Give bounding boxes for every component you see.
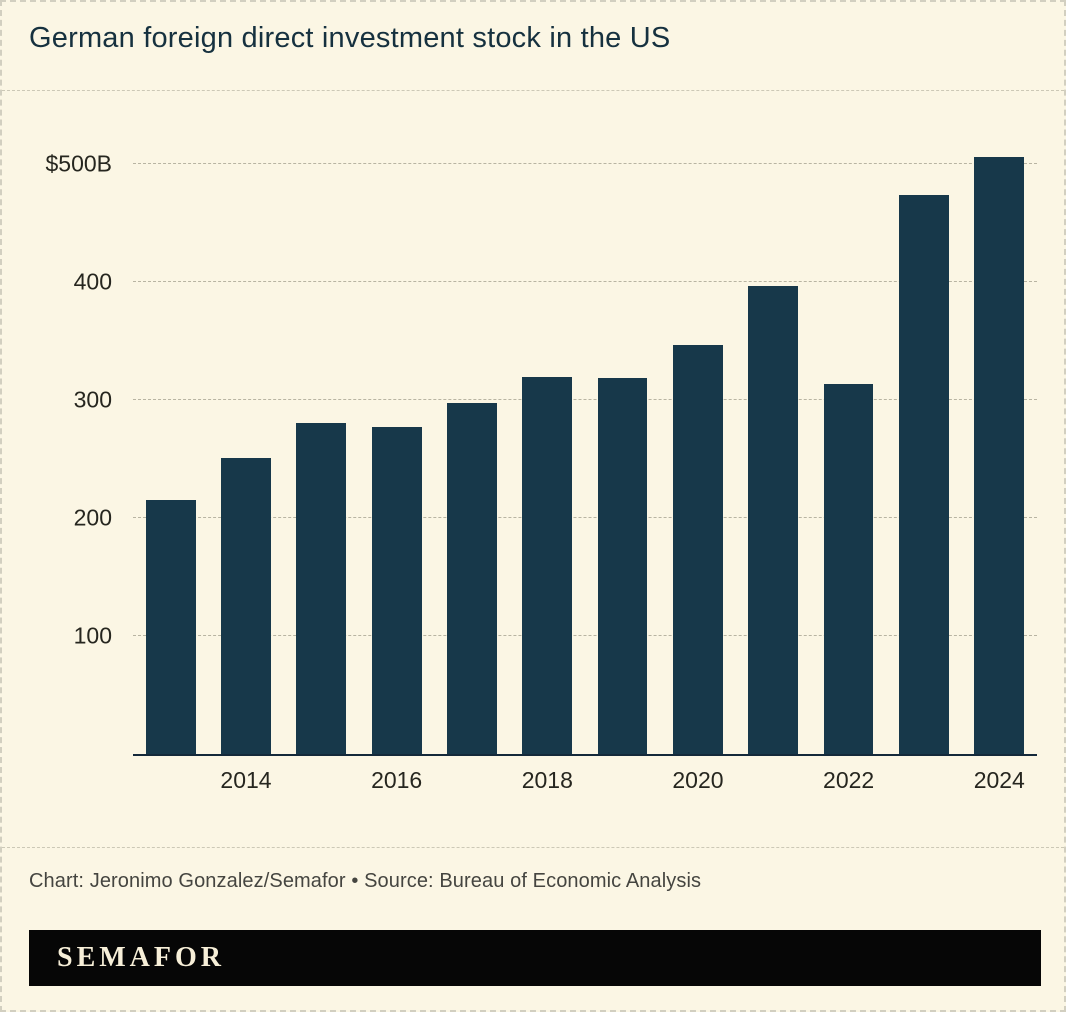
- bar-slot: [434, 129, 509, 754]
- bar-2016: [371, 427, 422, 754]
- bar-slot: [660, 129, 735, 754]
- bar-2015: [296, 422, 347, 754]
- bar-slot: [284, 129, 359, 754]
- chart-title: German foreign direct investment stock i…: [29, 22, 671, 54]
- x-tick-label-2020: 2020: [672, 767, 724, 793]
- semafor-logo: SEMAFOR: [57, 942, 225, 973]
- gridline-300: [133, 399, 1037, 401]
- gridline-200: [133, 517, 1037, 519]
- bar-2019: [597, 377, 648, 754]
- bar-slot: [811, 129, 886, 754]
- x-tick-label-2013: [133, 767, 208, 794]
- gridline-500: [133, 163, 1037, 165]
- top-divider: [2, 90, 1064, 91]
- bar-2023: [899, 195, 949, 754]
- x-tick-label-2021: [736, 767, 811, 794]
- bar-2024: [974, 157, 1025, 754]
- y-tick-label-100: 100: [73, 622, 112, 649]
- x-tick-label-2018: 2018: [521, 767, 573, 793]
- x-axis: 2014 2016 2018 2020 2022 2024: [133, 767, 1037, 794]
- gridline-400: [133, 281, 1037, 283]
- y-tick-label-500: $500B: [45, 150, 112, 177]
- bars: [133, 129, 1037, 754]
- bar-2022: [823, 383, 874, 754]
- bar-slot: [585, 129, 660, 754]
- x-axis-baseline: [133, 754, 1037, 756]
- bar-slot: [886, 129, 961, 754]
- bar-2018: [522, 376, 573, 754]
- y-tick-label-200: 200: [73, 504, 112, 531]
- bar-slot: [359, 129, 434, 754]
- bar-2013: [145, 500, 196, 754]
- bar-2017: [447, 402, 497, 754]
- x-tick-label-2014: 2014: [220, 767, 272, 793]
- x-tick-label-2022: 2022: [823, 767, 875, 793]
- x-tick-label-2023: [886, 767, 961, 794]
- plot-area: [133, 129, 1037, 756]
- x-tick-label-2019: [585, 767, 660, 794]
- y-tick-label-400: 400: [73, 268, 112, 295]
- bar-slot: [736, 129, 811, 754]
- bar-2014: [221, 458, 271, 754]
- gridline-100: [133, 635, 1037, 637]
- bar-slot: [133, 129, 208, 754]
- bar-slot: [962, 129, 1037, 754]
- x-tick-label-2017: [434, 767, 509, 794]
- bar-2020: [673, 344, 723, 754]
- y-tick-label-300: 300: [73, 386, 112, 413]
- bar-2021: [748, 285, 799, 754]
- brand-bar: SEMAFOR: [29, 930, 1041, 986]
- x-tick-label-2024: 2024: [973, 767, 1025, 793]
- bar-slot: [208, 129, 283, 754]
- bottom-divider: [2, 847, 1064, 848]
- x-tick-label-2015: [284, 767, 359, 794]
- credit-line: Chart: Jeronimo Gonzalez/Semafor • Sourc…: [29, 870, 702, 892]
- x-tick-label-2016: 2016: [371, 767, 423, 793]
- y-axis: 100 200 300 400 $500B: [2, 129, 112, 754]
- bar-slot: [510, 129, 585, 754]
